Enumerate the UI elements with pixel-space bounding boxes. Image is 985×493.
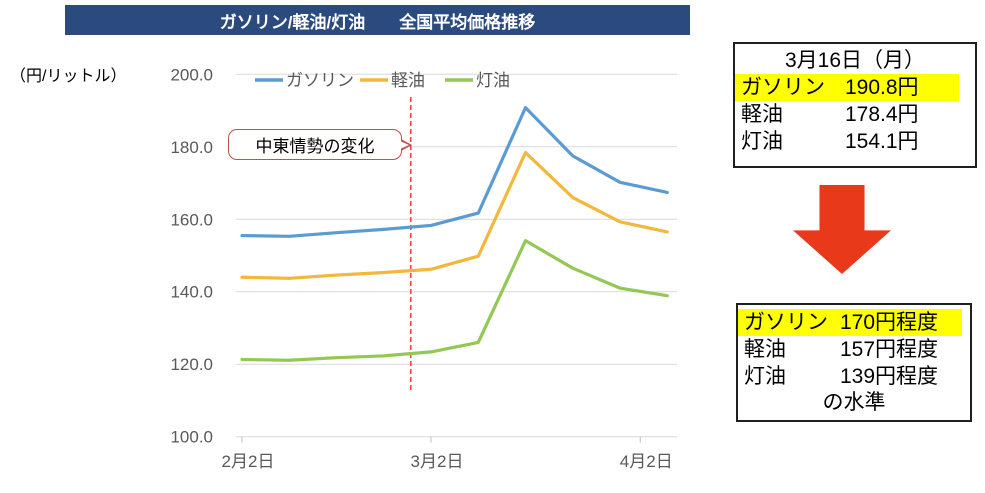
event-annotation-text: 中東情勢の変化 (255, 137, 375, 156)
y-tick-label: 200.0 (170, 65, 213, 84)
y-tick-label: 180.0 (170, 138, 213, 157)
price-row-kerosene: 灯油 154.1円 (735, 128, 959, 155)
row-label: 灯油 (741, 130, 783, 153)
y-axis-unit-label: （円/リットル） (10, 68, 127, 85)
series-line-灯油 (240, 239, 669, 362)
y-tick-label: 160.0 (170, 210, 213, 229)
row-value: 139円程度 (840, 365, 939, 388)
row-label: 軽油 (744, 338, 786, 361)
chart-title-bar: ガソリン/軽油/灯油 全国平均価格推移 (65, 5, 690, 35)
series-line-軽油 (240, 150, 669, 280)
projection-row-kerosene: 灯油 139円程度 (738, 363, 962, 390)
y-tick-label: 100.0 (170, 428, 213, 447)
projection-row-diesel: 軽油 157円程度 (738, 336, 962, 363)
row-label: ガソリン (744, 311, 828, 334)
y-tick-label: 120.0 (170, 355, 213, 374)
row-label: 軽油 (741, 103, 783, 126)
row-value: 154.1円 (845, 130, 919, 153)
x-tick-label: 3月2日 (411, 452, 464, 471)
chart-title: ガソリン/軽油/灯油 全国平均価格推移 (219, 12, 536, 32)
price-row-gasoline: ガソリン 190.8円 (735, 74, 959, 101)
projection-footer: の水準 (822, 391, 886, 414)
current-price-box: 3月16日（月） ガソリン 190.8円 軽油 178.4円 灯油 154.1円 (733, 42, 977, 168)
legend-label-軽油: 軽油 (391, 71, 425, 90)
projected-price-box: ガソリン 170円程度 軽油 157円程度 灯油 139円程度 の水準 (736, 303, 972, 422)
row-label: 灯油 (744, 365, 786, 388)
event-annotation-bubble: 中東情勢の変化 (228, 129, 412, 160)
row-value: 178.4円 (845, 103, 919, 126)
series-line-ガソリン (240, 106, 669, 238)
row-label: ガソリン (741, 76, 825, 99)
row-value: 157円程度 (840, 338, 939, 361)
x-tick-label: 2月2日 (222, 452, 275, 471)
x-tick-label: 4月2日 (620, 452, 673, 471)
price-row-diesel: 軽油 178.4円 (735, 101, 959, 128)
y-tick-label: 140.0 (170, 283, 213, 302)
bubble-tail-icon (400, 141, 409, 149)
projection-row-gasoline: ガソリン 170円程度 (738, 309, 962, 336)
legend-label-ガソリン: ガソリン (286, 71, 354, 90)
row-value: 170円程度 (840, 311, 939, 334)
row-value: 190.8円 (845, 76, 919, 99)
price-box-date: 3月16日（月） (784, 49, 926, 72)
legend-label-灯油: 灯油 (476, 71, 510, 90)
